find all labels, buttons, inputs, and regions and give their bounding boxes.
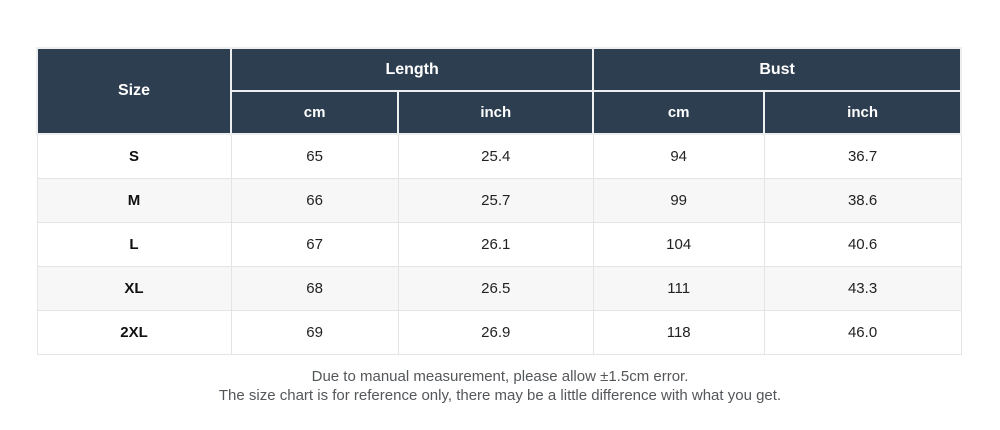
header-length-inch: inch xyxy=(397,90,595,135)
header-length-group: Length xyxy=(230,47,595,92)
bust-inch-value: 46.0 xyxy=(763,309,962,355)
bust-inch-value: 36.7 xyxy=(763,133,962,179)
size-label: M xyxy=(36,177,232,223)
bust-inch-value: 38.6 xyxy=(763,177,962,223)
table-row-s: S 65 25.4 94 36.7 xyxy=(36,133,962,179)
table-row-2xl: 2XL 69 26.9 118 46.0 xyxy=(36,309,962,355)
bust-cm-value: 111 xyxy=(592,265,765,311)
length-cm-value: 65 xyxy=(230,133,399,179)
bust-inch-value: 43.3 xyxy=(763,265,962,311)
length-cm-value: 68 xyxy=(230,265,399,311)
length-cm-value: 69 xyxy=(230,309,399,355)
bust-cm-value: 94 xyxy=(592,133,765,179)
header-bust-group: Bust xyxy=(592,47,962,92)
note-line-2: The size chart is for reference only, th… xyxy=(218,386,782,404)
size-label: L xyxy=(36,221,232,267)
length-cm-value: 67 xyxy=(230,221,399,267)
length-inch-value: 26.9 xyxy=(397,309,594,355)
header-length-cm: cm xyxy=(230,90,400,135)
size-label: 2XL xyxy=(36,309,232,355)
note-line-1: Due to manual measurement, please allow … xyxy=(311,367,689,385)
size-chart-table: Size Length Bust cm inch cm inch S 65 25… xyxy=(35,47,962,355)
length-inch-value: 25.7 xyxy=(397,177,594,223)
length-cm-value: 66 xyxy=(230,177,399,223)
header-bust-inch: inch xyxy=(763,90,962,135)
header-bust-cm: cm xyxy=(592,90,766,135)
measurement-note: Due to manual measurement, please allow … xyxy=(0,367,1000,405)
bust-cm-value: 99 xyxy=(592,177,765,223)
length-inch-value: 25.4 xyxy=(397,133,594,179)
header-size: Size xyxy=(35,47,233,135)
table-row-xl: XL 68 26.5 111 43.3 xyxy=(36,265,962,311)
header-group-row: Size Length Bust xyxy=(35,47,962,135)
header-unit-row: cm inch cm inch xyxy=(37,90,962,135)
length-inch-value: 26.1 xyxy=(397,221,594,267)
table-header: Size Length Bust cm inch cm inch xyxy=(35,47,962,135)
table-row-l: L 67 26.1 104 40.6 xyxy=(36,221,962,267)
bust-inch-value: 40.6 xyxy=(763,221,962,267)
length-inch-value: 26.5 xyxy=(397,265,594,311)
size-label: XL xyxy=(36,265,232,311)
bust-cm-value: 118 xyxy=(592,309,765,355)
table-body: S 65 25.4 94 36.7 M 66 25.7 99 38.6 L 67… xyxy=(36,133,962,355)
table-row-m: M 66 25.7 99 38.6 xyxy=(36,177,962,223)
bust-cm-value: 104 xyxy=(592,221,765,267)
size-label: S xyxy=(36,133,232,179)
